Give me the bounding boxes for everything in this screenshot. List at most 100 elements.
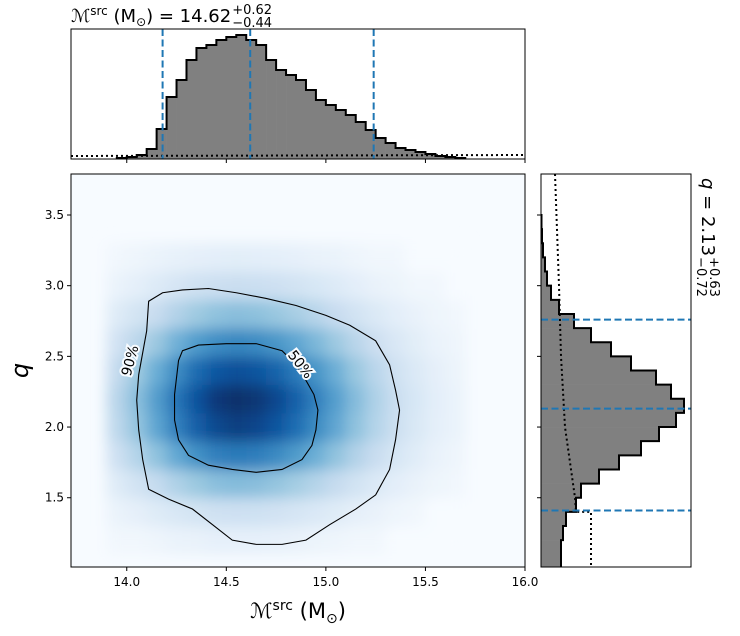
heatmap-cell xyxy=(246,526,267,555)
heatmap-cell xyxy=(266,526,287,555)
heatmap-cell xyxy=(126,328,148,357)
heatmap-cell xyxy=(445,441,466,470)
hist-bar xyxy=(136,155,147,159)
hist-bar xyxy=(435,156,446,159)
hist-bar xyxy=(186,60,197,159)
x-tick-label: 16.0 xyxy=(512,575,539,589)
hist-bar xyxy=(541,384,671,400)
y-tick-label: 2.0 xyxy=(45,420,64,434)
heatmap-cell xyxy=(106,497,128,527)
heatmap-cell xyxy=(445,328,466,357)
heatmap-cell xyxy=(206,271,227,301)
heatmap-cell xyxy=(325,469,347,499)
heatmap-cell xyxy=(325,412,347,442)
heatmap-cell xyxy=(325,356,347,386)
heatmap-cell xyxy=(365,441,387,470)
heatmap-cell xyxy=(186,328,207,357)
hist-bar xyxy=(395,148,406,159)
heatmap-cell xyxy=(385,412,407,442)
heatmap-cell xyxy=(425,328,446,357)
heatmap-cell xyxy=(445,469,466,499)
contour-line xyxy=(173,343,319,473)
heatmap-cell xyxy=(305,243,327,273)
hist-bar xyxy=(541,497,576,513)
heatmap-cell xyxy=(305,469,327,499)
hist-bar xyxy=(541,441,641,456)
heatmap-cell xyxy=(106,526,128,555)
hist-bar xyxy=(541,299,559,315)
heatmap-cell xyxy=(286,526,307,555)
heatmap-cell xyxy=(365,497,387,527)
hist-bar xyxy=(541,257,545,272)
heatmap-cell xyxy=(365,412,387,442)
heatmap-cell xyxy=(266,441,287,470)
heatmap-cell xyxy=(146,497,168,527)
heatmap-cell xyxy=(305,271,327,301)
hist-bar xyxy=(315,100,327,159)
title-minus: −0.44 xyxy=(232,16,272,31)
right-frame xyxy=(540,173,692,568)
heatmap-cell xyxy=(405,526,426,555)
x-tick-label: 14.0 xyxy=(113,575,140,589)
x-label-text: (M xyxy=(293,599,326,623)
heatmap-cell xyxy=(166,243,187,273)
heatmap-cell xyxy=(106,412,128,442)
heatmap-cell xyxy=(365,299,387,329)
heatmap-cell xyxy=(246,356,267,386)
main-frame xyxy=(70,173,526,568)
hist-bar xyxy=(541,342,611,357)
heatmap-cell xyxy=(286,441,307,470)
heatmap-cell xyxy=(405,271,426,301)
heatmap-cell xyxy=(266,497,287,527)
heatmap-cell xyxy=(325,526,347,555)
heatmap-cell xyxy=(186,299,207,329)
heatmap-cell xyxy=(425,356,446,386)
hist-outline xyxy=(115,34,467,159)
title-symbol: ℳ xyxy=(71,6,90,27)
heatmap-cell xyxy=(385,384,407,414)
heatmap-cell xyxy=(226,469,247,499)
heatmap-cell xyxy=(186,469,207,499)
heatmap-cell xyxy=(266,356,287,386)
heatmap-cell xyxy=(186,271,207,301)
heatmap-cell xyxy=(385,356,407,386)
axes: 14.0 14.5 15.0 15.5 16.0 1.5 2.0 2.5 3.0 3.5 ℳsrc … xyxy=(6,3,721,627)
heatmap-cell xyxy=(345,497,367,527)
heatmap-cell xyxy=(345,384,367,414)
hist-bar xyxy=(541,526,563,541)
heatmap-cell xyxy=(425,384,446,414)
heatmap-cell xyxy=(146,412,168,442)
heatmap-cell xyxy=(305,328,327,357)
heatmap-cell xyxy=(266,469,287,499)
heatmap-cell xyxy=(286,469,307,499)
heatmap-cell xyxy=(445,412,466,442)
heatmap-cell xyxy=(126,356,148,386)
heatmap-cell xyxy=(405,497,426,527)
heatmap-cell xyxy=(286,384,307,414)
hist-bar xyxy=(216,40,227,159)
x-axis-label: ℳsrc (M⊙) xyxy=(250,598,346,627)
heatmap-cell xyxy=(126,243,148,273)
heatmap-cell xyxy=(405,441,426,470)
hist-bar xyxy=(345,115,357,159)
hist-bar xyxy=(355,122,367,159)
heatmap-cell xyxy=(166,384,187,414)
heatmap-cell xyxy=(445,243,466,273)
heatmap-cell xyxy=(425,299,446,329)
hist-bar xyxy=(541,398,684,414)
heatmap-cell xyxy=(345,271,367,301)
heatmap-cell xyxy=(385,328,407,357)
hist-bar xyxy=(226,37,237,159)
y-tick-label: 3.5 xyxy=(45,208,64,222)
heatmap-cell xyxy=(385,497,407,527)
heatmap-cell xyxy=(226,497,247,527)
heatmap-cell xyxy=(246,469,267,499)
heatmap-cell xyxy=(226,412,247,442)
heatmap-cell xyxy=(206,384,227,414)
heatmap-cell xyxy=(405,469,426,499)
heatmap-cell xyxy=(166,441,187,470)
heatmap-cell xyxy=(146,299,168,329)
heatmap-cell xyxy=(345,356,367,386)
heatmap-cell xyxy=(206,412,227,442)
hist-bar xyxy=(541,328,591,343)
